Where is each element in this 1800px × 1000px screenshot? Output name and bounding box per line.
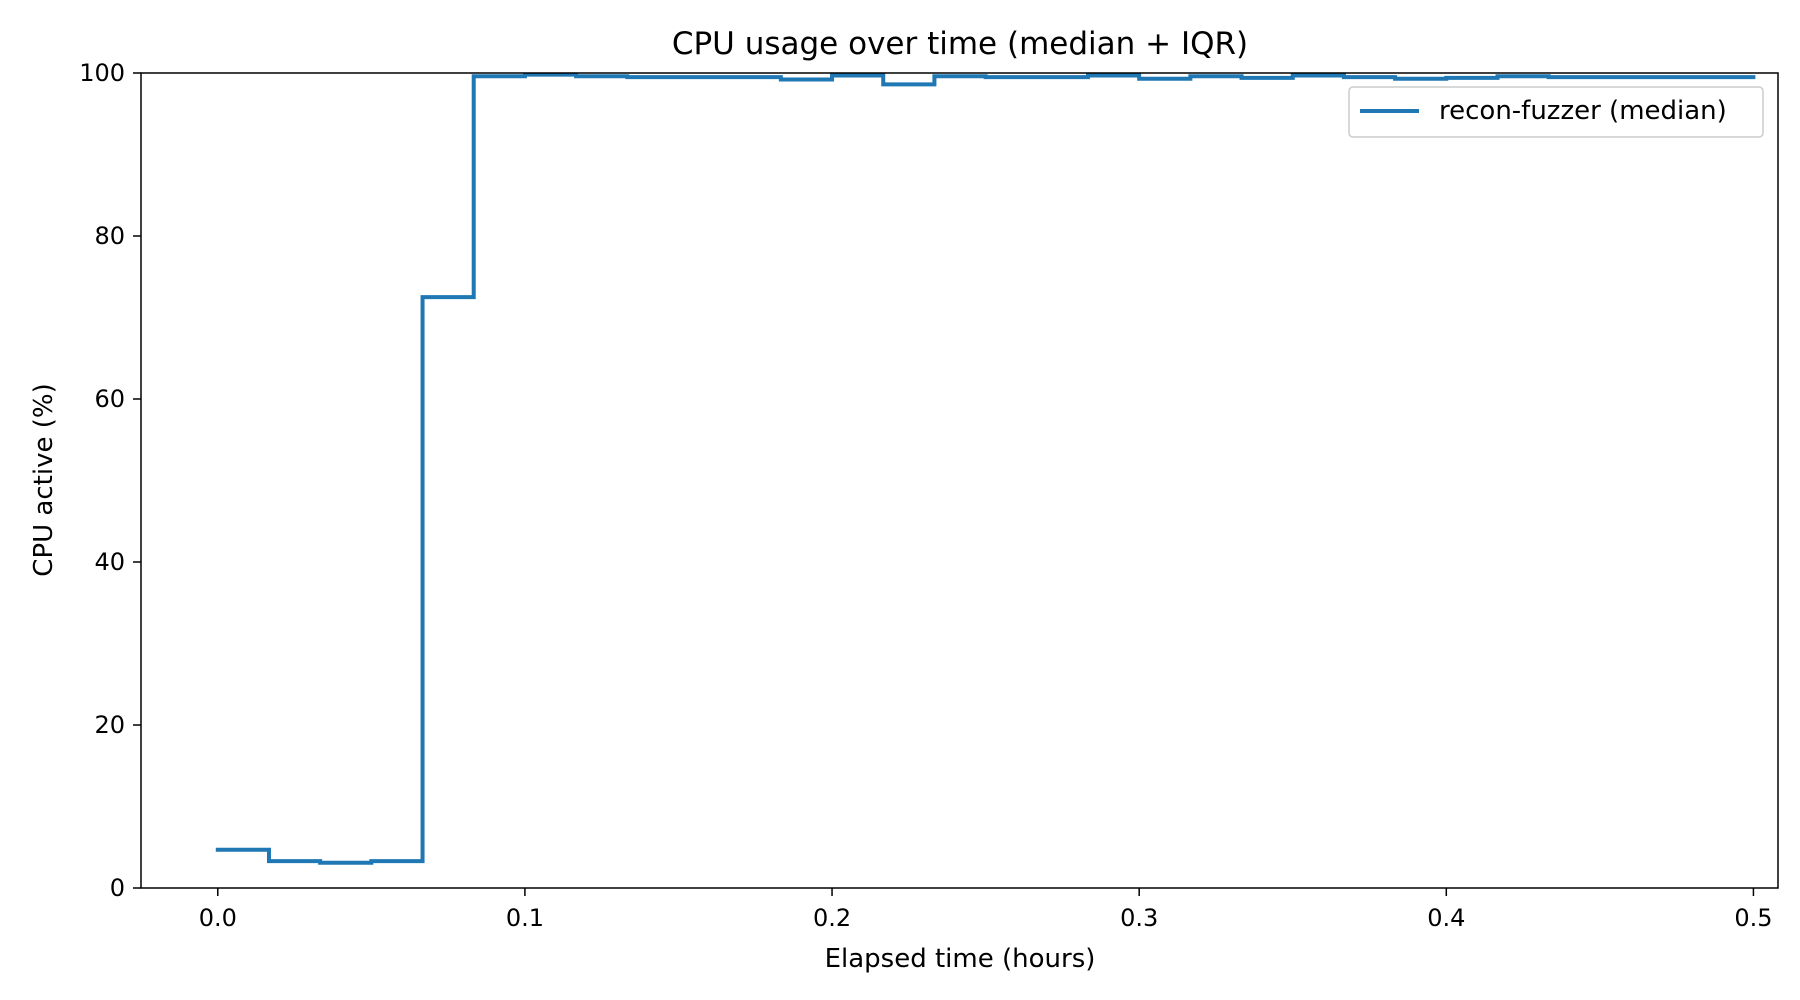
y-tick-label: 80 bbox=[94, 222, 125, 250]
legend: recon-fuzzer (median) bbox=[1348, 86, 1764, 138]
plot-area bbox=[141, 73, 1778, 888]
legend-box bbox=[1348, 86, 1764, 138]
x-tick-label: 0.4 bbox=[1427, 904, 1465, 932]
x-tick-label: 0.0 bbox=[199, 904, 237, 932]
x-tick-label: 0.1 bbox=[506, 904, 544, 932]
x-tick-label: 0.2 bbox=[813, 904, 851, 932]
y-axis-ticks: 0 20 40 60 80 100 bbox=[79, 59, 141, 902]
y-tick-label: 0 bbox=[110, 874, 125, 902]
x-tick-label: 0.5 bbox=[1734, 904, 1772, 932]
plot-background bbox=[141, 73, 1778, 888]
legend-label: recon-fuzzer (median) bbox=[1439, 96, 1727, 126]
plot-frame bbox=[140, 72, 1779, 889]
y-tick-label: 20 bbox=[94, 711, 125, 739]
y-axis-label: CPU active (%) bbox=[29, 383, 59, 576]
series-line-0 bbox=[215, 72, 1756, 865]
series-layer bbox=[215, 72, 1756, 865]
y-tick-label: 60 bbox=[94, 385, 125, 413]
x-axis-label: Elapsed time (hours) bbox=[825, 944, 1096, 974]
x-axis-ticks: 0.0 0.1 0.2 0.3 0.4 0.5 bbox=[199, 888, 1773, 932]
y-tick-label: 100 bbox=[79, 59, 125, 87]
chart-title: CPU usage over time (median + IQR) bbox=[672, 26, 1248, 62]
y-tick-label: 40 bbox=[94, 548, 125, 576]
x-tick-label: 0.3 bbox=[1120, 904, 1158, 932]
